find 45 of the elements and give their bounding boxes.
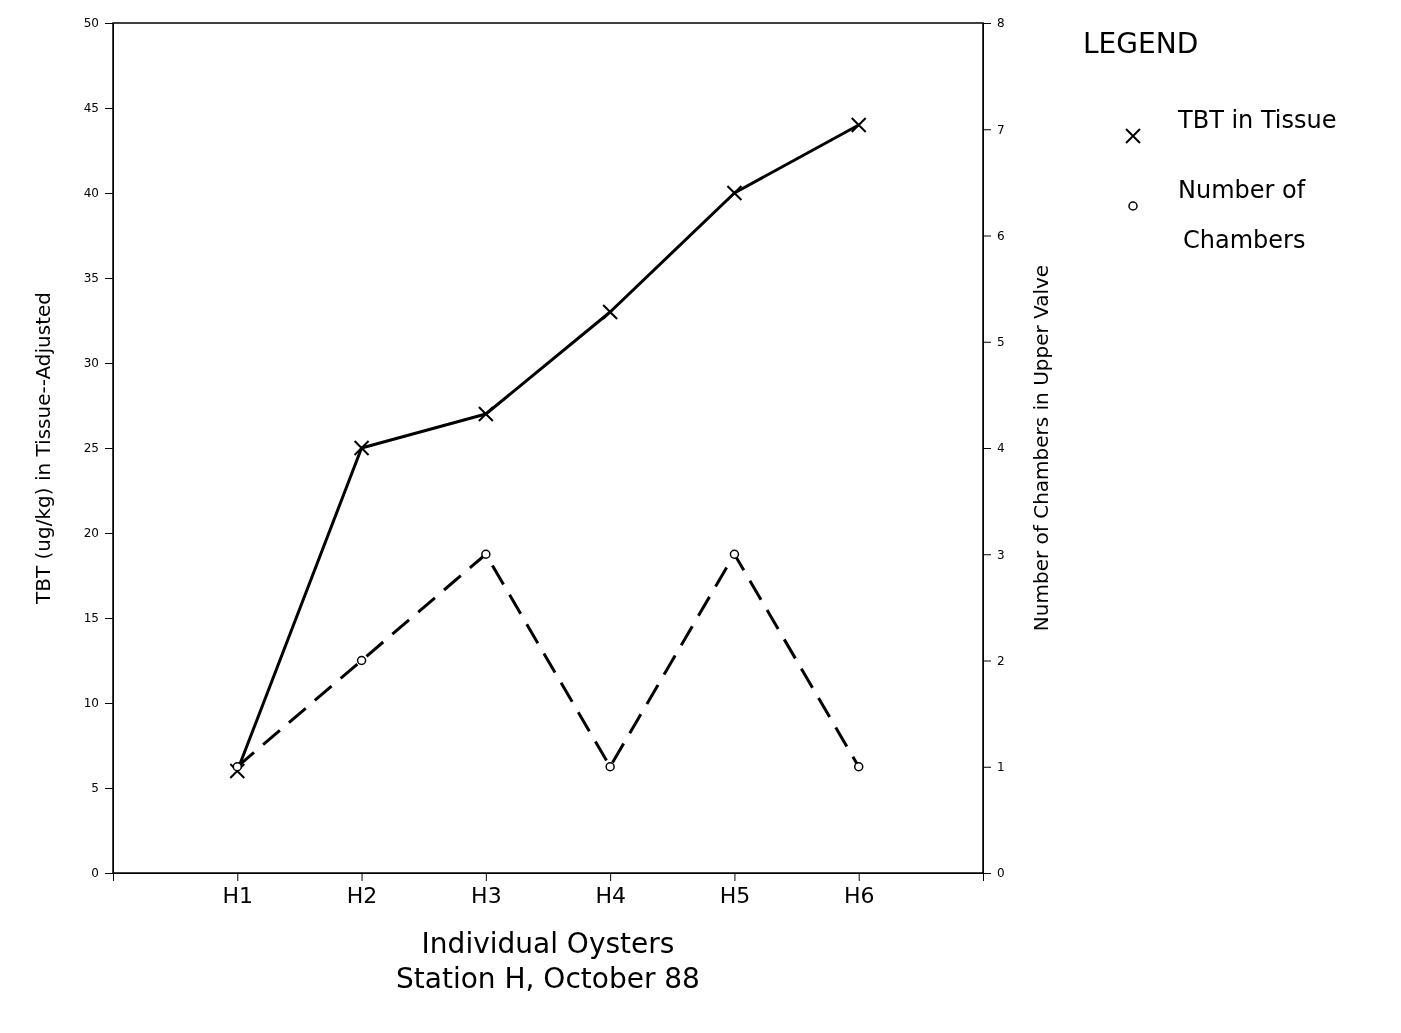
y-tick-label: 0 (91, 866, 99, 881)
y2-tick-label: 4 (997, 441, 1005, 456)
y2-tick-label: 2 (997, 653, 1005, 668)
y-tick-label: 15 (83, 611, 99, 626)
legend-label: Number of Chambers (1178, 176, 1306, 254)
x-tick-label: H5 (719, 882, 751, 908)
text: Station H, October 88 (396, 962, 700, 995)
point (356, 655, 367, 666)
y-tick-label: 10 (83, 696, 99, 711)
y-tick-label: 30 (83, 356, 99, 371)
y2-tick-label: 1 (997, 760, 1005, 775)
y-tick-label: 25 (83, 441, 99, 456)
point (729, 549, 740, 559)
point (353, 440, 370, 456)
y-axis-title: TBT (ug/kg) in Tissue--Adjusted (31, 292, 55, 605)
point (850, 117, 867, 133)
x-tick-label: H6 (843, 882, 875, 908)
x-tick-label: H3 (471, 882, 502, 908)
y-tick-label: 35 (83, 271, 99, 286)
y2-tick-label: 7 (997, 122, 1005, 137)
point (602, 304, 619, 320)
legend-title: LEGEND (1083, 27, 1199, 60)
y2-tick-label: 5 (997, 335, 1005, 350)
point (477, 406, 494, 422)
y2-tick-label: 0 (997, 866, 1005, 881)
point (481, 549, 491, 559)
y-tick-label: 5 (91, 781, 99, 796)
x-tick-label: H2 (346, 882, 378, 908)
y-tick-label: 20 (83, 526, 99, 541)
y2-tick-label: 3 (997, 547, 1005, 562)
y2-tick-label: 6 (997, 228, 1005, 243)
y-tick-label: 50 (83, 16, 99, 31)
legend-label: TBT in Tissue (1177, 106, 1337, 134)
point (232, 762, 243, 772)
y2-axis-title: Number of Chambers in Upper Valve (1029, 264, 1053, 632)
x-tick-label: H4 (595, 882, 626, 908)
y2-tick-label: 8 (997, 16, 1005, 31)
point (726, 185, 743, 201)
x-tick-label: H1 (222, 882, 254, 908)
y-tick-label: 45 (83, 101, 99, 116)
point (853, 762, 864, 772)
point (229, 763, 246, 779)
point (605, 762, 615, 772)
x-axis-title: Individual Oysters (421, 927, 675, 960)
y-tick-label: 40 (83, 186, 99, 201)
